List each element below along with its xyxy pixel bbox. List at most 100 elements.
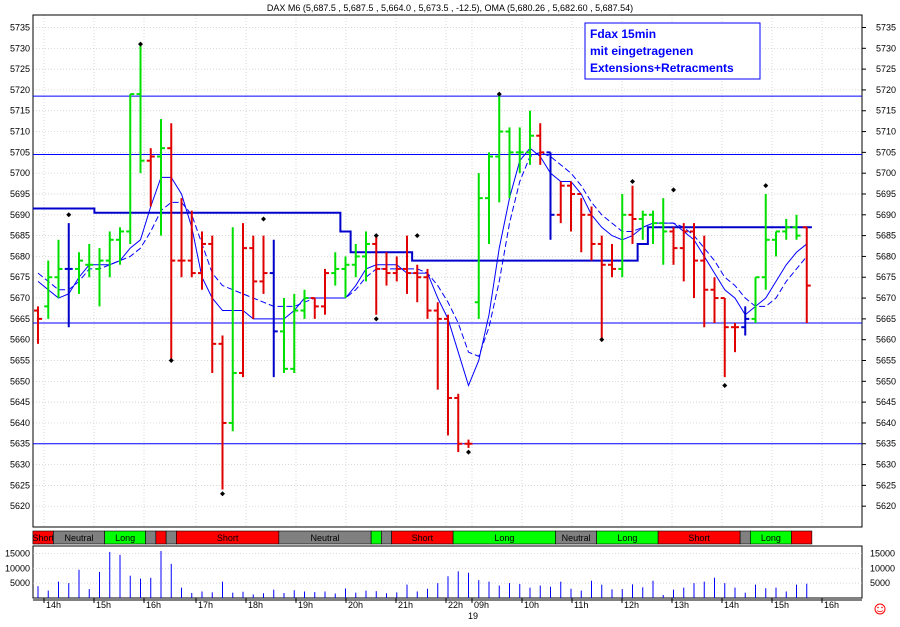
swing-marker: [496, 91, 502, 97]
y-tick-label-right: 5725: [876, 64, 896, 74]
ohlc-bar: [249, 235, 258, 319]
x-tick-label: 18h: [248, 600, 263, 610]
y-tick-label-right: 5635: [876, 439, 896, 449]
x-tick-label: 16h: [824, 600, 839, 610]
y-tick-label-left: 5670: [10, 293, 30, 303]
signal-label: Short: [412, 533, 434, 543]
ohlc-bar: [351, 243, 360, 278]
y-tick-label-right: 5690: [876, 210, 896, 220]
ohlc-bar: [474, 173, 483, 319]
y-tick-label-right: 5720: [876, 85, 896, 95]
y-tick-label-left: 5620: [10, 501, 30, 511]
y-tick-label-left: 5720: [10, 85, 30, 95]
annotation-box: [584, 22, 761, 80]
y-tick-label-right: 5620: [876, 501, 896, 511]
signal-label: Short: [688, 533, 710, 543]
ohlc-bar: [690, 223, 698, 299]
ohlc-bar: [198, 231, 206, 290]
ohlc-bar: [310, 297, 319, 319]
y-tick-label-right: 5705: [876, 147, 896, 157]
y-tick-label-left: 5640: [10, 418, 30, 428]
y-tick-label-right: 5695: [876, 189, 896, 199]
x-tick-label: 15h: [774, 600, 789, 610]
ohlc-bar: [423, 268, 432, 319]
ohlc-bar: [75, 252, 83, 294]
ohlc-bar: [167, 123, 176, 361]
y-tick-label-right: 5715: [876, 106, 896, 116]
ohlc-bar: [679, 223, 688, 282]
ohlc-bar: [403, 235, 411, 294]
x-tick-label: 17h: [198, 600, 213, 610]
swing-marker: [373, 316, 379, 322]
swing-marker: [261, 216, 266, 222]
ohlc-bar: [126, 93, 135, 244]
ohlc-bar: [454, 393, 463, 453]
y-tick-label-left: 5685: [10, 231, 30, 241]
ohlc-bar: [597, 235, 606, 340]
signal-segment: [381, 530, 392, 545]
ohlc-bar: [146, 148, 155, 207]
y-tick-label-left: 5705: [10, 147, 30, 157]
y-tick-label-left: 5625: [10, 480, 30, 490]
ohlc-bar: [761, 193, 770, 290]
ohlc-bar: [792, 214, 801, 240]
y-tick-label-right: 5710: [876, 127, 896, 137]
ohlc-bar: [536, 123, 545, 165]
y-tick-label-left: 5725: [10, 64, 30, 74]
y-tick-label-left: 5730: [10, 43, 30, 53]
x-tick-label: 12h: [624, 600, 639, 610]
ohlc-bar: [95, 248, 104, 307]
ohlc-bar: [710, 277, 719, 324]
ohlc-bar: [515, 127, 524, 174]
ohlc-bar: [577, 192, 586, 253]
ohlc-bar: [331, 252, 340, 286]
smiley-eye-left: [877, 606, 879, 609]
ohlc-bar: [64, 223, 73, 328]
swing-marker: [763, 183, 769, 189]
y-tick-label-right: 5735: [876, 22, 896, 32]
ohlc-bar: [218, 335, 227, 490]
ohlc-bar: [269, 239, 278, 378]
volume-tick-right: 5000: [870, 578, 890, 588]
x-tick-label: 09h: [474, 600, 489, 610]
y-tick-label-left: 5715: [10, 106, 30, 116]
y-tick-label-right: 5630: [876, 460, 896, 470]
volume-tick-left: 5000: [10, 578, 30, 588]
ohlc-bar: [290, 293, 299, 373]
annotation-line-1: Fdax 15min: [590, 27, 656, 41]
x-tick-label: 22h: [448, 600, 463, 610]
ohlc-bar: [587, 206, 596, 261]
ohlc-bar: [362, 231, 370, 282]
plot-frame: [32, 14, 863, 528]
ohlc-bar: [228, 227, 237, 432]
ohlc-bar: [239, 223, 247, 378]
y-tick-label-left: 5695: [10, 189, 30, 199]
swing-marker: [168, 357, 174, 363]
x-tick-label: 14h: [724, 600, 739, 610]
volume-tick-right: 10000: [870, 563, 895, 573]
y-tick-label-right: 5680: [876, 251, 896, 261]
ohlc-bar: [177, 198, 186, 278]
smiley-icon: [874, 603, 886, 615]
signal-label: Long: [617, 533, 637, 543]
signal-label: Short: [217, 533, 239, 543]
ohlc-bar: [444, 314, 452, 436]
volume-tick-left: 15000: [5, 548, 30, 558]
ohlc-bar: [300, 289, 309, 319]
x-tick-label: 13h: [674, 600, 689, 610]
ohlc-bar: [54, 239, 63, 299]
y-tick-label-right: 5675: [876, 272, 896, 282]
y-tick-label-right: 5730: [876, 43, 896, 53]
ohlc-bar: [751, 276, 760, 324]
y-tick-label-left: 5690: [10, 210, 30, 220]
ohlc-bar: [638, 210, 647, 240]
ohlc-bar: [136, 44, 145, 174]
x-tick-label: 16h: [146, 600, 161, 610]
y-tick-label-left: 5700: [10, 168, 30, 178]
swing-marker: [373, 233, 379, 239]
signal-label: Neutral: [310, 533, 339, 543]
y-tick-label-left: 5710: [10, 127, 30, 137]
volume-tick-left: 10000: [5, 563, 30, 573]
